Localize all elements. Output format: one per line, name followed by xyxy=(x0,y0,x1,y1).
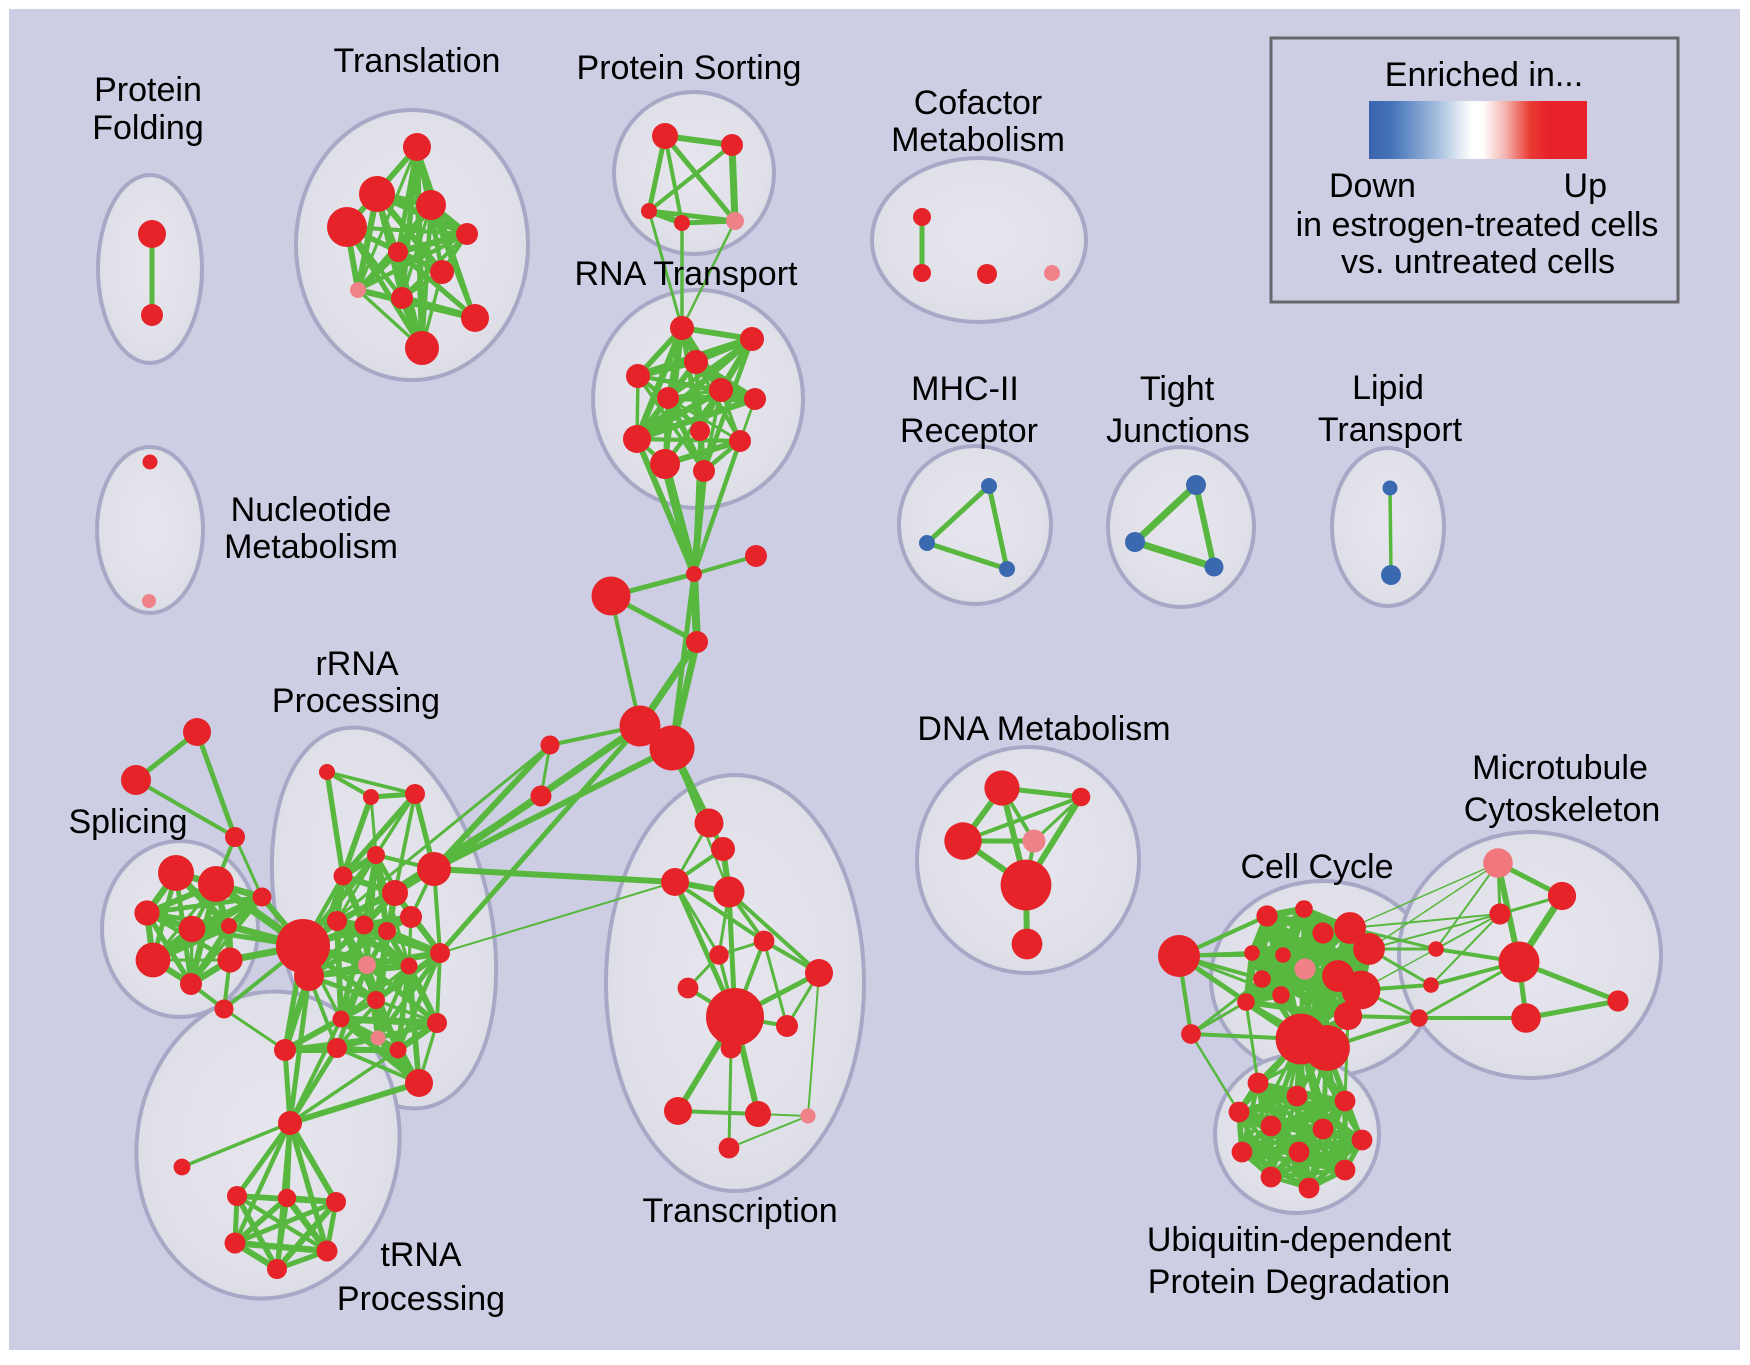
svg-text:Translation: Translation xyxy=(334,42,501,80)
svg-text:Protein Sorting: Protein Sorting xyxy=(577,49,802,87)
svg-text:Splicing: Splicing xyxy=(68,803,187,841)
svg-text:Up: Up xyxy=(1564,167,1607,205)
svg-text:Metabolism: Metabolism xyxy=(891,121,1065,159)
svg-text:Folding: Folding xyxy=(92,109,204,147)
svg-text:Down: Down xyxy=(1329,167,1416,205)
svg-text:Metabolism: Metabolism xyxy=(224,528,398,566)
svg-text:in estrogen-treated cells: in estrogen-treated cells xyxy=(1296,206,1659,244)
svg-text:MHC-II: MHC-II xyxy=(911,370,1019,408)
svg-text:DNA Metabolism: DNA Metabolism xyxy=(917,710,1170,748)
svg-text:Cell Cycle: Cell Cycle xyxy=(1240,848,1393,886)
svg-text:Ubiquitin-dependent: Ubiquitin-dependent xyxy=(1147,1221,1452,1259)
svg-text:Cofactor: Cofactor xyxy=(914,84,1043,122)
svg-text:Processing: Processing xyxy=(337,1280,505,1318)
svg-text:Nucleotide: Nucleotide xyxy=(231,491,392,529)
svg-text:Tight: Tight xyxy=(1140,370,1215,408)
svg-text:Protein: Protein xyxy=(94,71,202,109)
svg-text:Enriched in...: Enriched in... xyxy=(1385,56,1583,94)
svg-text:Junctions: Junctions xyxy=(1106,412,1250,450)
svg-text:Cytoskeleton: Cytoskeleton xyxy=(1464,791,1661,829)
svg-text:Transcription: Transcription xyxy=(642,1192,837,1230)
svg-text:tRNA: tRNA xyxy=(380,1236,462,1274)
svg-text:Protein Degradation: Protein Degradation xyxy=(1148,1263,1450,1301)
svg-text:Processing: Processing xyxy=(272,682,440,720)
svg-text:Lipid: Lipid xyxy=(1352,369,1424,407)
svg-text:Transport: Transport xyxy=(1318,411,1463,449)
svg-text:Receptor: Receptor xyxy=(900,412,1038,450)
svg-text:Microtubule: Microtubule xyxy=(1472,749,1648,787)
svg-text:RNA Transport: RNA Transport xyxy=(575,255,799,293)
svg-text:rRNA: rRNA xyxy=(315,645,398,683)
svg-text:vs. untreated cells: vs. untreated cells xyxy=(1341,243,1615,281)
